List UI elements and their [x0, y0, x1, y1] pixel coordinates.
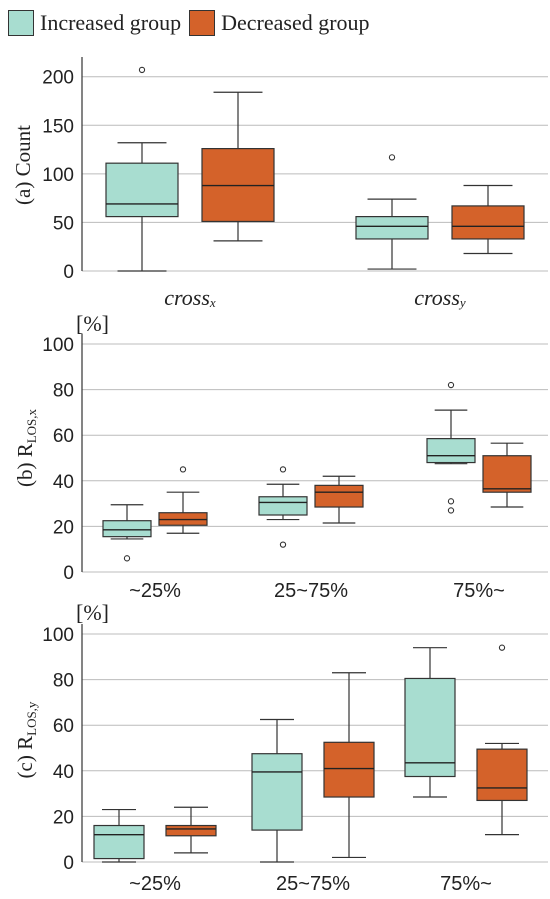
box-increased — [251, 718, 303, 863]
chart-panel-1: 0 20 40 60 80 100[%] (b) RLOS,x ~25% 25~75% 75%~ — [13, 311, 548, 602]
chart-panel-0: 0 50 100 150 200 (a) Count crossx crossy — [11, 57, 548, 310]
legend-label-increased: Increased group — [40, 10, 182, 35]
category-label: ~25% — [129, 873, 181, 895]
y-tick-label: 60 — [53, 716, 74, 737]
box-increased — [355, 154, 429, 270]
box-decreased — [482, 442, 532, 508]
outlier-point — [498, 644, 506, 651]
y-axis-label: (b) RLOS,x — [13, 408, 39, 487]
y-tick-label: 80 — [53, 381, 74, 402]
box-increased — [404, 647, 456, 798]
outlier-point — [447, 498, 455, 505]
outlier-point — [447, 507, 455, 514]
box-decreased — [323, 672, 375, 859]
box-decreased — [476, 644, 528, 836]
legend-item-decreased: Decreased group — [189, 10, 370, 36]
box-iqr — [105, 162, 179, 218]
y-tick-label: 60 — [53, 426, 74, 447]
legend-swatch-increased — [8, 10, 34, 36]
box-iqr — [251, 753, 303, 831]
y-tick-label: 200 — [42, 68, 74, 89]
y-axis-label: (a) Count — [11, 125, 35, 205]
box-decreased — [165, 806, 217, 854]
box-increased — [426, 381, 476, 514]
outlier-point — [179, 466, 187, 473]
y-tick-label: 50 — [53, 213, 74, 234]
outlier-point — [279, 466, 287, 473]
outlier-point — [279, 541, 287, 548]
box-iqr — [482, 455, 532, 493]
box-decreased — [158, 466, 208, 534]
y-tick-label: 40 — [53, 762, 74, 783]
y-tick-label: 100 — [42, 165, 74, 186]
y-tick-label: 20 — [53, 807, 74, 828]
outlier-point — [123, 555, 131, 562]
box-iqr — [426, 438, 476, 464]
box-iqr — [476, 748, 528, 802]
y-tick-label: 150 — [42, 116, 74, 137]
y-tick-label: 20 — [53, 517, 74, 538]
y-axis-label: (c) RLOS,y — [13, 701, 39, 778]
unit-label: [%] — [76, 600, 109, 625]
unit-label: [%] — [76, 311, 109, 336]
box-decreased — [314, 475, 364, 524]
box-iqr — [314, 484, 364, 508]
y-tick-label: 100 — [42, 335, 74, 356]
legend-swatch-decreased — [189, 10, 216, 36]
y-tick-label: 80 — [53, 671, 74, 692]
legend: Increased group Decreased group — [8, 6, 378, 40]
box-iqr — [323, 741, 375, 798]
outlier-point — [138, 66, 146, 74]
category-label: 75%~ — [453, 580, 505, 602]
category-label: crossy — [414, 285, 466, 310]
y-tick-label: 0 — [63, 563, 74, 584]
box-iqr — [102, 520, 152, 538]
y-tick-label: 40 — [53, 472, 74, 493]
category-label: 25~75% — [276, 873, 350, 895]
box-increased — [258, 466, 308, 548]
box-iqr — [404, 677, 456, 778]
outlier-point — [388, 154, 396, 161]
box-increased — [102, 504, 152, 562]
box-iqr — [451, 205, 525, 240]
legend-label-decreased: Decreased group — [221, 10, 370, 35]
box-iqr — [93, 824, 145, 860]
category-label: 25~75% — [274, 580, 348, 602]
legend-item-increased: Increased group — [8, 10, 181, 36]
chart-panel-2: 0 20 40 60 80 100[%] (c) RLOS,y ~25% 25~75% 75%~ — [13, 600, 548, 895]
category-label: 75%~ — [440, 873, 492, 895]
y-tick-label: 0 — [63, 853, 74, 874]
box-iqr — [165, 824, 217, 837]
box-iqr — [258, 496, 308, 516]
box-increased — [93, 808, 145, 863]
category-label: crossx — [164, 285, 216, 310]
outlier-point — [447, 381, 455, 389]
box-decreased — [201, 91, 275, 242]
box-increased — [105, 66, 179, 272]
box-decreased — [451, 184, 525, 255]
y-tick-label: 0 — [63, 262, 74, 283]
box-iqr — [355, 216, 429, 240]
y-tick-label: 100 — [42, 625, 74, 646]
category-label: ~25% — [129, 580, 181, 602]
